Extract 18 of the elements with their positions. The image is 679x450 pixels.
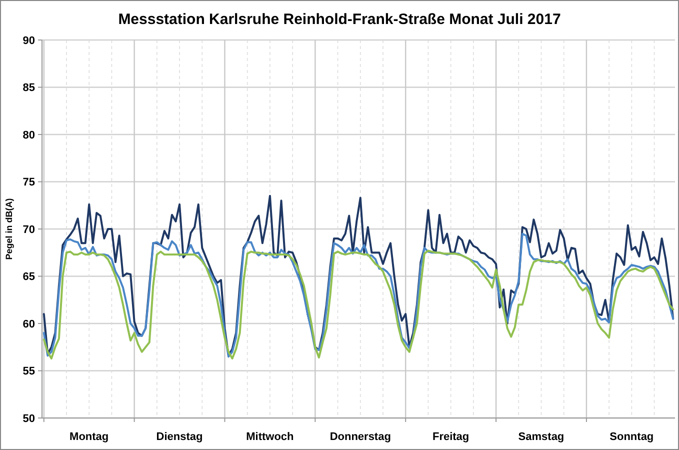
y-axis-title: Pegel in dB(A) — [4, 198, 14, 260]
y-tick-label: 75 — [22, 176, 35, 189]
x-tick-label: Montag — [70, 431, 109, 443]
x-tick-label: Mittwoch — [246, 431, 294, 443]
y-tick-label: 90 — [22, 34, 35, 47]
x-tick-label: Dienstag — [156, 431, 203, 443]
y-tick-label: 80 — [22, 129, 35, 142]
x-tick-label: Samstag — [518, 431, 564, 443]
x-tick-label: Donnerstag — [330, 431, 391, 443]
y-tick-label: 60 — [22, 318, 35, 330]
x-tick-label: Sonntag — [610, 431, 654, 443]
y-tick-label: 70 — [22, 224, 35, 236]
y-tick-label: 55 — [22, 366, 35, 378]
x-tick-label: Freitag — [432, 431, 470, 443]
y-tick-label: 85 — [22, 82, 35, 94]
y-tick-label: 50 — [22, 412, 35, 425]
y-tick-label: 65 — [22, 271, 35, 284]
chart-title: Messstation Karlsruhe Reinhold-Frank-Straße Monat Juli 2017 — [118, 11, 561, 28]
